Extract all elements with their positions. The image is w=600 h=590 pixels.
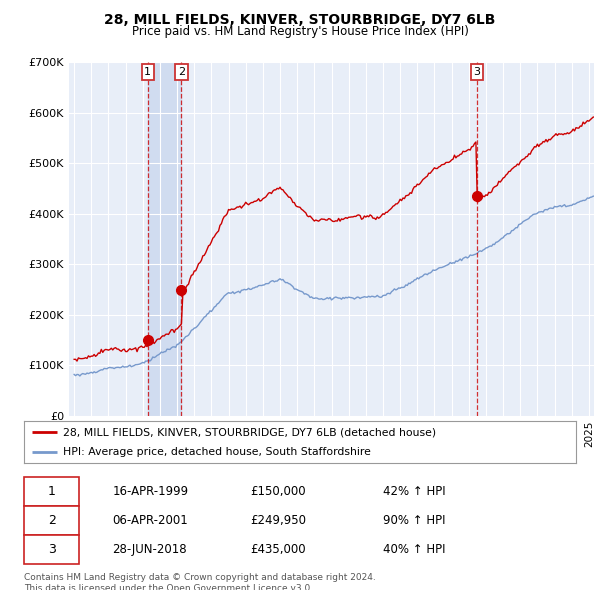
Text: 3: 3 [473,67,481,77]
Text: 42% ↑ HPI: 42% ↑ HPI [383,485,445,498]
Text: HPI: Average price, detached house, South Staffordshire: HPI: Average price, detached house, Sout… [62,447,371,457]
Text: 1: 1 [144,67,151,77]
Text: Price paid vs. HM Land Registry's House Price Index (HPI): Price paid vs. HM Land Registry's House … [131,25,469,38]
Text: Contains HM Land Registry data © Crown copyright and database right 2024.
This d: Contains HM Land Registry data © Crown c… [24,573,376,590]
Text: 3: 3 [47,543,56,556]
FancyBboxPatch shape [24,477,79,506]
Text: 16-APR-1999: 16-APR-1999 [112,485,188,498]
Text: 28, MILL FIELDS, KINVER, STOURBRIDGE, DY7 6LB: 28, MILL FIELDS, KINVER, STOURBRIDGE, DY… [104,13,496,27]
Text: 90% ↑ HPI: 90% ↑ HPI [383,514,445,527]
Bar [148,62,181,416]
Text: 2: 2 [178,67,185,77]
Text: £150,000: £150,000 [250,485,306,498]
Text: 28, MILL FIELDS, KINVER, STOURBRIDGE, DY7 6LB (detached house): 28, MILL FIELDS, KINVER, STOURBRIDGE, DY… [62,427,436,437]
Text: £435,000: £435,000 [250,543,306,556]
Text: 06-APR-2001: 06-APR-2001 [112,514,188,527]
Text: 2: 2 [47,514,56,527]
Text: 1: 1 [47,485,56,498]
Text: 40% ↑ HPI: 40% ↑ HPI [383,543,445,556]
Text: £249,950: £249,950 [250,514,307,527]
FancyBboxPatch shape [24,535,79,565]
FancyBboxPatch shape [24,506,79,535]
Text: 28-JUN-2018: 28-JUN-2018 [112,543,187,556]
